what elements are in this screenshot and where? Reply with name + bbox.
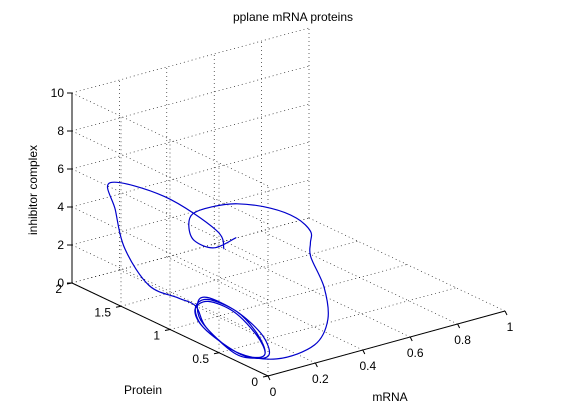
x-tick-label: 0.2 xyxy=(312,372,329,386)
z-tick-label: 10 xyxy=(51,86,65,100)
grid-line-floor-y xyxy=(120,240,359,307)
grid-line-wall-z xyxy=(71,217,310,284)
x-tick-mark xyxy=(267,375,271,381)
grid-line-floor-y xyxy=(169,264,408,330)
z-tick-label: 0 xyxy=(57,276,64,290)
x-tick-mark xyxy=(362,349,366,355)
y-tick-label: 0.5 xyxy=(192,352,209,366)
z-tick-label: 6 xyxy=(57,162,64,176)
y-tick-mark xyxy=(115,305,122,308)
grid-line-wall-z xyxy=(71,141,310,208)
trajectory-line-0 xyxy=(106,181,329,360)
x-axis-label: mRNA xyxy=(372,390,407,404)
grid-line-wall-z xyxy=(71,65,310,132)
grid-line-floor-x xyxy=(308,217,506,312)
grid-line-floor-x xyxy=(119,269,316,364)
grid-line-wall-z xyxy=(71,103,310,170)
grid-line-floor-x xyxy=(214,243,411,338)
z-axis-label: inhibitor complex xyxy=(26,145,40,235)
grid-line-wall-z xyxy=(71,179,310,246)
grid-line-floor-y xyxy=(218,287,457,354)
grid-layer xyxy=(71,27,506,377)
grid-line-floor-x xyxy=(166,256,363,351)
grid-line-wall-z xyxy=(71,168,269,263)
grid-line-wall-z xyxy=(71,130,269,225)
y-tick-mark xyxy=(262,375,269,378)
x-axis-line xyxy=(267,310,506,377)
x-tick-mark xyxy=(409,336,413,342)
x-tick-mark xyxy=(457,323,461,329)
grid-line-wall-z xyxy=(71,92,269,187)
y-tick-mark xyxy=(164,329,171,331)
y-tick-label: 1 xyxy=(153,329,160,343)
y-axis-label: Protein xyxy=(124,383,162,397)
series-layer xyxy=(106,181,329,360)
z-tick-label: 2 xyxy=(57,238,64,252)
x-tick-label: 0 xyxy=(270,385,277,399)
grid-line-wall-z xyxy=(71,206,269,301)
grid-line-wall-z xyxy=(71,244,269,339)
z-tick-label: 4 xyxy=(57,200,64,214)
y-tick-label: 0 xyxy=(251,375,258,389)
chart-title: pplane mRNA proteins xyxy=(233,10,353,24)
z-tick-label: 8 xyxy=(57,124,64,138)
x-tick-mark xyxy=(314,362,318,368)
x-tick-label: 0.8 xyxy=(454,333,471,347)
y-tick-label: 1.5 xyxy=(94,305,111,319)
grid-line-wall-z xyxy=(71,27,310,94)
x-tick-label: 1 xyxy=(507,320,514,334)
y-tick-mark xyxy=(213,352,220,355)
x-tick-mark xyxy=(504,310,508,316)
x-tick-label: 0.4 xyxy=(359,359,376,373)
x-tick-label: 0.6 xyxy=(407,346,424,360)
y-tick-label: 2 xyxy=(55,282,62,296)
